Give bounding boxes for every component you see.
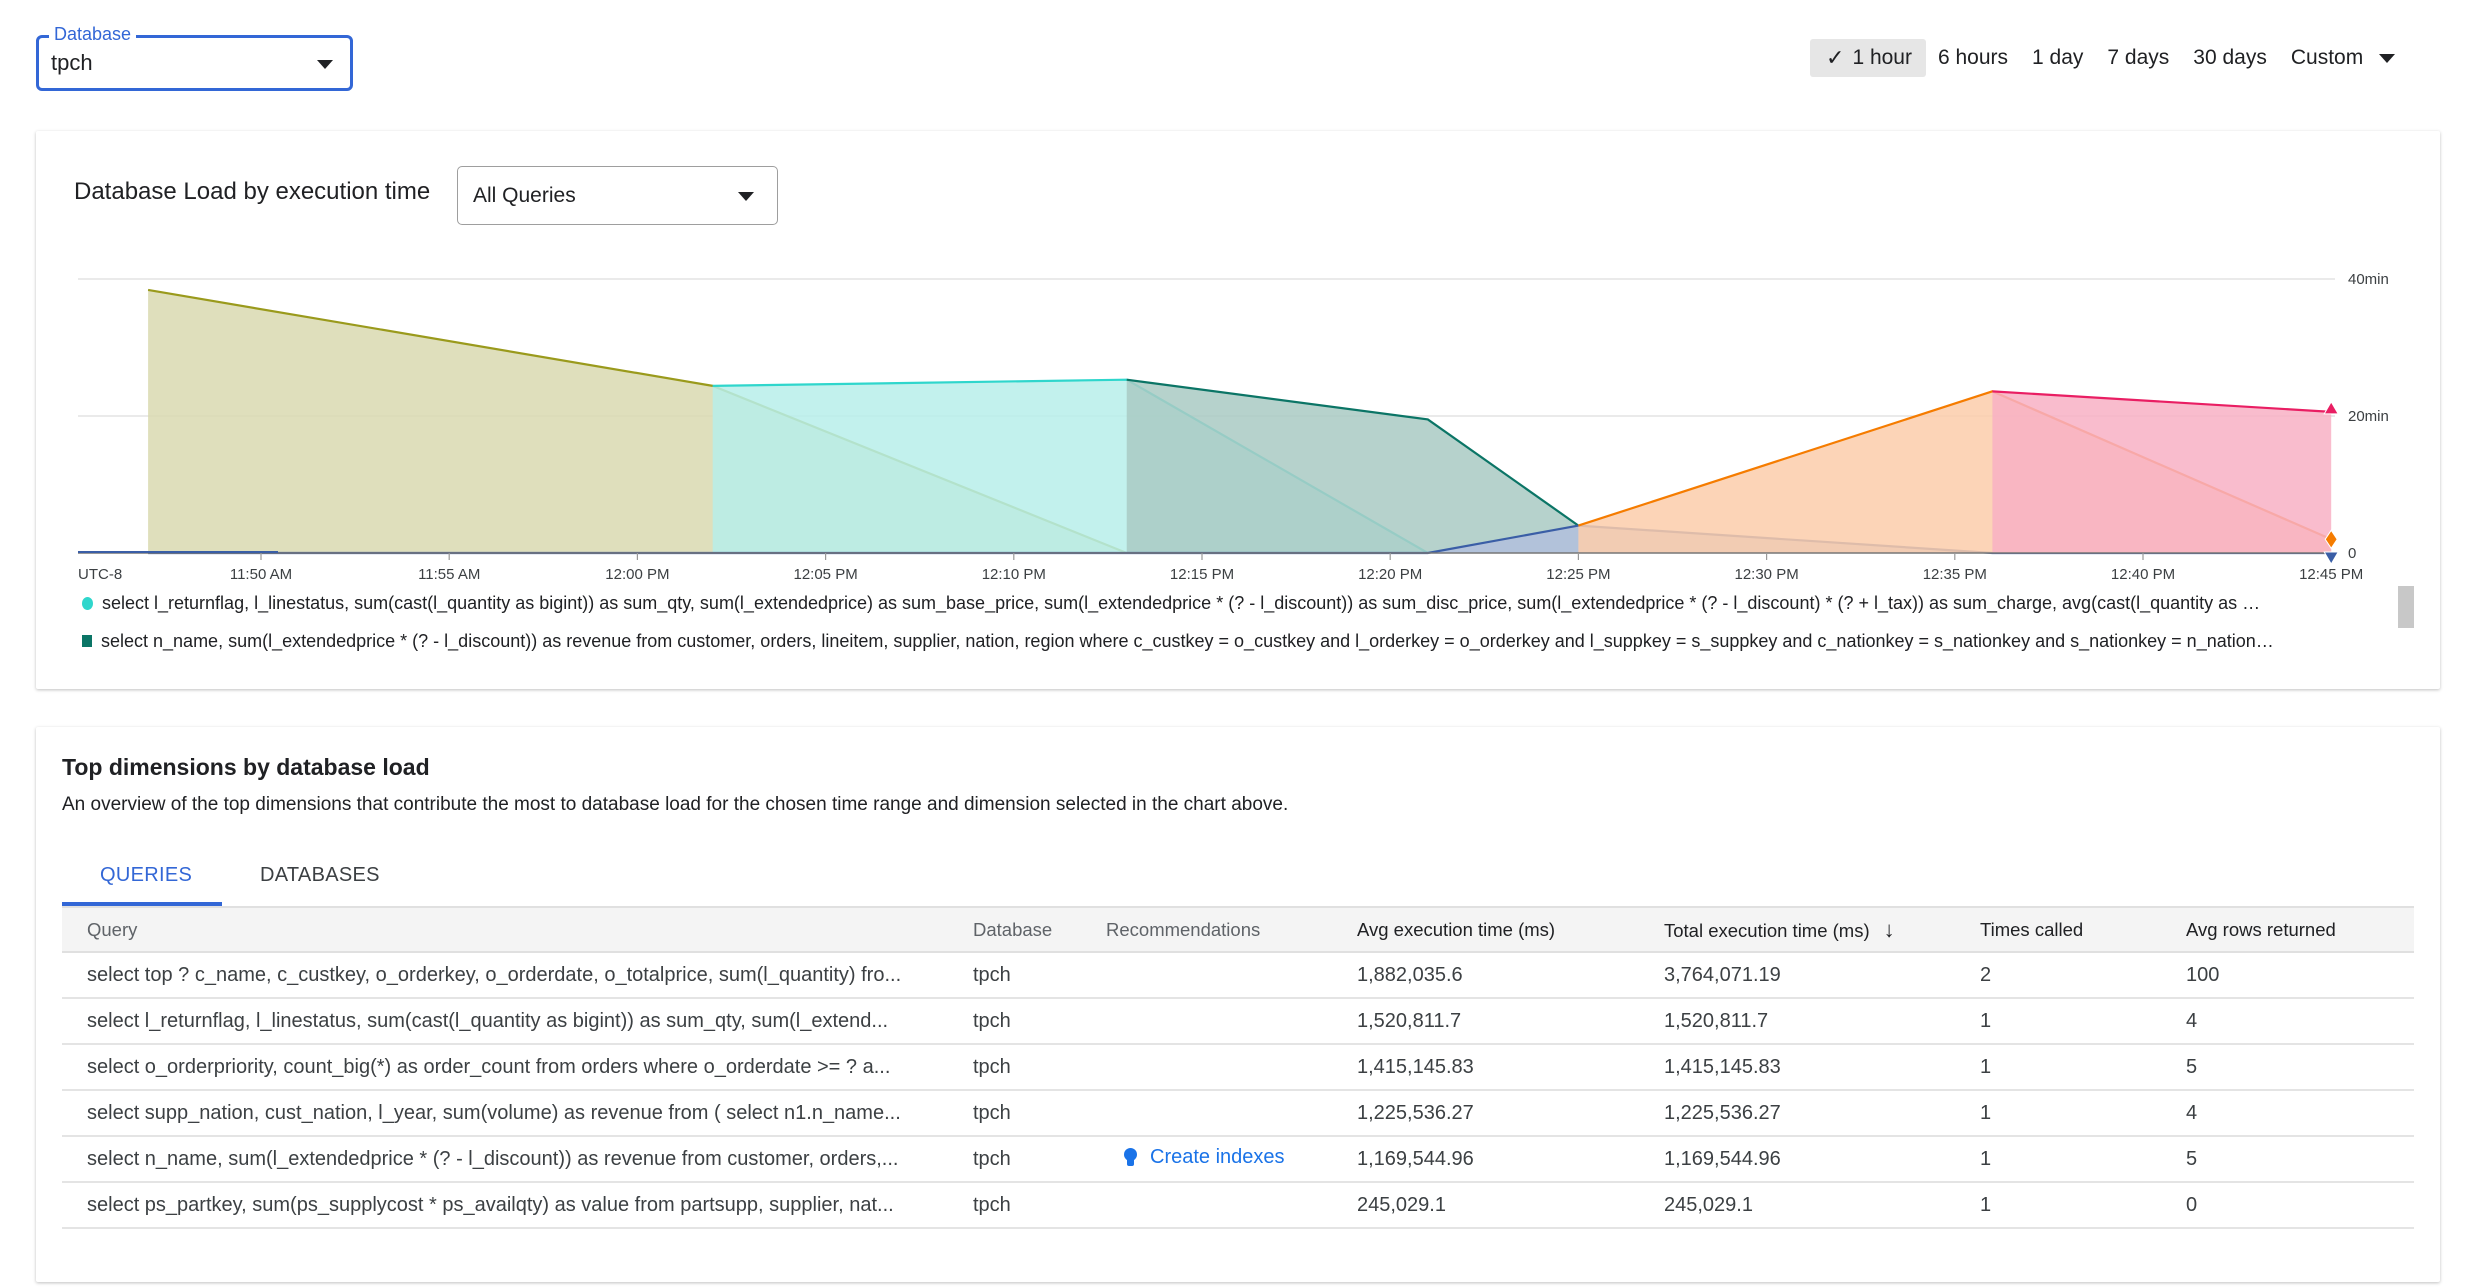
tab-databases[interactable]: DATABASES [260, 864, 380, 886]
cell-avg-execution-time: 1,882,035.6 [1357, 952, 1664, 999]
cell-times-called: 1 [1980, 1182, 2186, 1229]
tab-queries[interactable]: QUERIES [100, 864, 193, 886]
database-select-value: tpch [51, 50, 93, 75]
chevron-down-icon [2379, 54, 2396, 63]
cell-times-called: 1 [1980, 1044, 2186, 1091]
cell-database: tpch [973, 998, 1106, 1045]
cell-total-execution-time: 245,029.1 [1664, 1182, 1980, 1229]
cell-recommendation [1106, 998, 1357, 1045]
legend-item[interactable]: select l_returnflag, l_linestatus, sum(c… [82, 589, 2382, 617]
cell-avg-rows-returned: 0 [2186, 1182, 2414, 1229]
cell-avg-execution-time: 1,520,811.7 [1357, 998, 1664, 1045]
chart-title: Database Load by execution time [74, 178, 431, 205]
cell-times-called: 1 [1980, 1090, 2186, 1137]
table-row[interactable]: select n_name, sum(l_extendedprice * (? … [62, 1136, 2414, 1183]
column-header-avg-rows-returned[interactable]: Avg rows returned [2186, 906, 2414, 953]
cell-query[interactable]: select supp_nation, cust_nation, l_year,… [62, 1090, 973, 1137]
legend-scrollbar[interactable] [2398, 586, 2414, 628]
active-tab-indicator [62, 902, 222, 906]
time-range-30-days[interactable]: 30 days [2193, 46, 2267, 69]
cell-query[interactable]: select l_returnflag, l_linestatus, sum(c… [62, 998, 973, 1045]
cell-total-execution-time: 1,415,145.83 [1664, 1044, 1980, 1091]
cell-avg-execution-time: 1,415,145.83 [1357, 1044, 1664, 1091]
cell-database: tpch [973, 1136, 1106, 1183]
database-select[interactable]: Database tpch [36, 24, 353, 91]
chevron-down-icon [738, 192, 754, 201]
query-filter-select[interactable]: All Queries [457, 166, 778, 225]
cell-avg-rows-returned: 5 [2186, 1044, 2414, 1091]
cell-database: tpch [973, 1044, 1106, 1091]
cell-recommendation [1106, 1044, 1357, 1091]
cell-avg-execution-time: 1,169,544.96 [1357, 1136, 1664, 1183]
create-indexes-link[interactable]: Create indexes [1106, 1146, 1285, 1169]
legend-square-icon [82, 635, 92, 647]
section-title: Top dimensions by database load [62, 754, 430, 780]
cell-database: tpch [973, 952, 1106, 999]
cell-recommendation: Create indexes [1106, 1136, 1357, 1183]
column-header-times-called[interactable]: Times called [1980, 906, 2186, 953]
cell-avg-rows-returned: 5 [2186, 1136, 2414, 1183]
cell-avg-rows-returned: 4 [2186, 998, 2414, 1045]
cell-avg-execution-time: 245,029.1 [1357, 1182, 1664, 1229]
time-range-1-hour[interactable]: ✓ 1 hour [1810, 39, 1926, 77]
cell-query[interactable]: select o_orderpriority, count_big(*) as … [62, 1044, 973, 1091]
database-select-label: Database [49, 24, 137, 45]
time-range-7-days[interactable]: 7 days [2107, 46, 2170, 69]
table-row[interactable]: select o_orderpriority, count_big(*) as … [62, 1044, 2414, 1091]
table-row[interactable]: select l_returnflag, l_linestatus, sum(c… [62, 998, 2414, 1045]
table-row[interactable]: select top ? c_name, c_custkey, o_orderk… [62, 952, 2414, 999]
sort-descending-icon[interactable]: ↓ [1883, 916, 1895, 942]
cell-recommendation [1106, 1182, 1357, 1229]
cell-times-called: 1 [1980, 998, 2186, 1045]
cell-avg-rows-returned: 4 [2186, 1090, 2414, 1137]
cell-query[interactable]: select top ? c_name, c_custkey, o_orderk… [62, 952, 973, 999]
time-range-1-day[interactable]: 1 day [2032, 46, 2084, 69]
column-header-total-execution-time[interactable]: Total execution time (ms) ↓ [1664, 906, 1980, 953]
cell-recommendation [1106, 1090, 1357, 1137]
dimensions-table: Query Database Recommendations Avg execu… [62, 906, 2414, 1229]
cell-total-execution-time: 1,225,536.27 [1664, 1090, 1980, 1137]
time-range-custom[interactable]: Custom [2279, 39, 2407, 77]
section-description: An overview of the top dimensions that c… [62, 794, 1289, 815]
query-filter-value: All Queries [473, 184, 576, 207]
column-header-database[interactable]: Database [973, 906, 1106, 953]
table-header-row: Query Database Recommendations Avg execu… [62, 906, 2414, 953]
column-header-recommendations[interactable]: Recommendations [1106, 906, 1357, 953]
column-header-avg-execution-time[interactable]: Avg execution time (ms) [1357, 906, 1664, 953]
cell-total-execution-time: 1,169,544.96 [1664, 1136, 1980, 1183]
chevron-down-icon [317, 60, 333, 69]
table-row[interactable]: select supp_nation, cust_nation, l_year,… [62, 1090, 2414, 1137]
legend-item[interactable]: select n_name, sum(l_extendedprice * (? … [82, 627, 2382, 655]
cell-avg-execution-time: 1,225,536.27 [1357, 1090, 1664, 1137]
cell-query[interactable]: select n_name, sum(l_extendedprice * (? … [62, 1136, 973, 1183]
cell-database: tpch [973, 1182, 1106, 1229]
check-icon: ✓ [1826, 45, 1845, 70]
time-range-6-hours[interactable]: 6 hours [1937, 46, 2009, 69]
column-header-query[interactable]: Query [62, 906, 973, 953]
table-row[interactable]: select ps_partkey, sum(ps_supplycost * p… [62, 1182, 2414, 1229]
cell-avg-rows-returned: 100 [2186, 952, 2414, 999]
cell-times-called: 2 [1980, 952, 2186, 999]
cell-times-called: 1 [1980, 1136, 2186, 1183]
cell-query[interactable]: select ps_partkey, sum(ps_supplycost * p… [62, 1182, 973, 1229]
legend-circle-icon [82, 596, 93, 610]
cell-recommendation [1106, 952, 1357, 999]
cell-total-execution-time: 3,764,071.19 [1664, 952, 1980, 999]
cell-database: tpch [973, 1090, 1106, 1137]
cell-total-execution-time: 1,520,811.7 [1664, 998, 1980, 1045]
time-range-selector: ✓ 1 hour 6 hours 1 day 7 days 30 days Cu… [1810, 39, 2407, 77]
lightbulb-icon [1124, 1147, 1137, 1167]
